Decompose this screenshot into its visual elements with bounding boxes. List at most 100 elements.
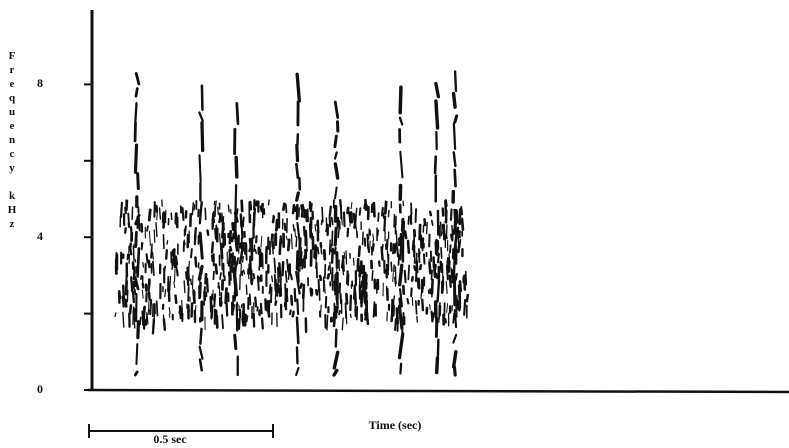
spectral-stroke [349,211,354,224]
spectral-stroke [285,235,288,241]
spectral-stroke [230,260,234,273]
spectral-stroke [227,204,230,213]
spectral-stroke [463,298,467,316]
spectral-stroke [357,265,362,273]
spectral-stroke [390,261,393,272]
spectral-stroke [229,245,233,252]
spectral-stroke [453,114,459,124]
spectral-stroke [146,225,149,232]
spectral-stroke [295,143,300,163]
spectral-stroke [133,288,137,296]
spectral-stroke [452,333,458,344]
spectral-stroke [366,233,370,250]
spectral-stroke [317,246,320,255]
spectral-stroke [199,327,203,345]
spectral-stroke [219,301,223,307]
spectral-stroke [433,155,438,175]
spectral-stroke [191,202,195,216]
spectral-stroke [318,274,323,282]
spectral-stroke [417,277,421,290]
spectral-stroke [327,265,330,271]
spectral-stroke [326,314,329,331]
spectral-stroke [284,270,288,283]
spectral-stroke [133,370,139,377]
spectral-stroke [260,235,263,248]
spectral-stroke [440,281,444,289]
spectral-stroke [274,300,278,307]
spectral-stroke [278,262,282,278]
spectral-stroke [407,215,410,225]
spectral-stroke [397,304,404,330]
spectral-stroke [252,273,256,280]
spectral-stroke [121,284,126,302]
spectral-stroke [434,272,439,280]
spectral-stroke [183,239,186,246]
spectral-stroke [233,226,239,252]
spectral-stroke [453,228,459,252]
spectral-stroke [410,287,413,298]
spectral-stroke [439,260,443,274]
spectral-stroke [214,200,217,207]
spectral-stroke [372,201,376,218]
spectral-stroke [271,275,274,283]
spectral-stroke [328,215,332,228]
spectral-stroke [323,279,326,294]
spectral-stroke [253,244,256,253]
spectral-stroke [150,243,153,259]
spectral-stroke [222,215,225,226]
spectral-stroke [393,243,397,254]
spectral-stroke [349,313,352,319]
spectral-stroke [377,229,380,237]
spectral-stroke [341,317,344,331]
spectral-stroke [453,70,458,93]
spectral-stroke [301,283,306,299]
spectral-stroke [430,269,433,281]
spectral-stroke [421,237,425,252]
spectral-stroke [334,328,338,348]
spectral-stroke [398,85,403,115]
spectral-stroke [290,294,294,306]
spectral-stroke [295,366,300,377]
spectral-stroke [234,155,239,179]
spectral-stroke [147,284,150,300]
y-tick-label: 4 [37,229,43,243]
spectral-stroke [213,205,217,218]
spectral-stroke [392,295,396,303]
spectral-stroke [184,271,188,280]
spectral-stroke [321,206,324,223]
spectral-stroke [434,99,440,130]
spectral-stroke [341,254,345,272]
spectral-stroke [301,258,305,270]
spectral-stroke [414,300,418,315]
spectral-stroke [431,312,435,323]
spectral-stroke [248,247,252,253]
spectral-stroke [240,303,243,309]
spectral-stroke [333,246,337,255]
spectral-stroke [423,218,427,227]
spectral-stroke [416,315,419,323]
spectral-stroke [371,270,374,281]
spectral-stroke [334,186,338,200]
spectral-stroke [464,270,468,286]
spectral-stroke [330,247,335,264]
spectral-stroke [326,273,331,280]
spectral-stroke [133,143,139,174]
spectral-stroke [235,102,240,126]
spectral-stroke [238,242,243,249]
x-axis-label: Time (sec) [369,418,422,432]
spectral-stroke [338,309,342,316]
spectral-stroke [439,221,443,237]
spectral-stroke [392,272,394,283]
spectral-stroke [142,305,146,319]
spectral-stroke [128,304,133,315]
spectral-stroke [248,200,253,211]
spectral-stroke [118,290,122,300]
spectral-stroke [452,228,456,236]
spectral-stroke [198,358,203,372]
spectral-stroke [445,280,448,295]
spectral-stroke [289,273,293,281]
spectral-stroke [134,101,138,123]
spectral-stroke [465,293,470,303]
spectral-stroke [337,226,340,239]
spectral-stroke [406,239,411,254]
